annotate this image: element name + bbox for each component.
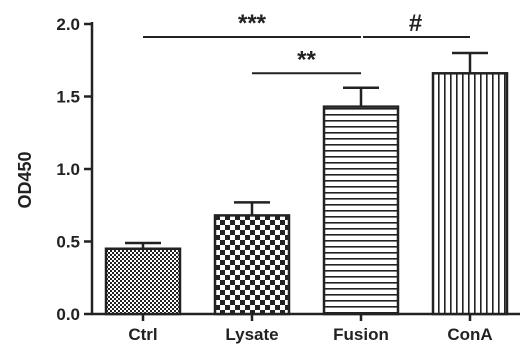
y-tick-label: 0.0 [56, 305, 80, 324]
y-tick-label: 1.0 [56, 160, 80, 179]
x-tick-label-ctrl: Ctrl [128, 325, 157, 344]
significance-label: # [409, 10, 422, 37]
significance-label: *** [238, 10, 267, 37]
y-tick-label: 1.5 [56, 88, 80, 107]
bar-fusion [322, 105, 400, 316]
bar-cona [431, 72, 509, 316]
x-tick-label-lysate: Lysate [225, 325, 278, 344]
y-tick-label: 2.0 [56, 15, 80, 34]
x-tick-label-cona: ConA [447, 325, 492, 344]
y-axis-title: OD450 [15, 151, 35, 208]
bar-ctrl [104, 247, 182, 316]
x-tick-label-fusion: Fusion [333, 325, 389, 344]
significance-label: ** [297, 46, 316, 73]
y-tick-label: 0.5 [56, 233, 80, 252]
bar-lysate [213, 214, 291, 316]
